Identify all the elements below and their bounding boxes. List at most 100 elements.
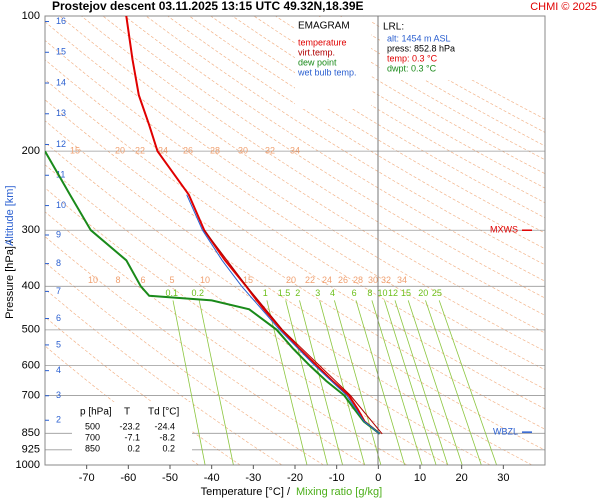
altitude-tick-label: 4 — [56, 365, 61, 375]
dry-adiabat — [45, 345, 199, 465]
x-axis-title: Temperature [°C] / — [201, 486, 291, 498]
mixing-ratio-label: 8 — [367, 288, 372, 298]
mixing-ratio-label: 3 — [315, 288, 320, 298]
profile-line — [203, 229, 383, 435]
legend-box — [295, 17, 371, 109]
dry-adiabat — [45, 59, 545, 390]
mixing-ratio-label: 10 — [377, 288, 387, 298]
mixing-ratio-label: 12 — [388, 288, 398, 298]
mixing-ratio-label: 4 — [330, 288, 335, 298]
table-cell: -23.2 — [119, 421, 140, 431]
x2-axis-title: Mixing ratio [g/kg] — [296, 486, 382, 498]
altitude-tick-label: 14 — [56, 77, 66, 87]
mixing-ratio-line — [198, 300, 234, 465]
mixing-ratio-line — [299, 300, 343, 465]
y-tick-label: 1000 — [16, 459, 40, 471]
adiabat-label: 28 — [210, 146, 220, 156]
adiabat-label: 32 — [381, 275, 391, 285]
marker-label: MXWS — [490, 225, 518, 235]
altitude-tick-label: 11 — [56, 170, 65, 180]
y-tick-label: 500 — [22, 324, 40, 336]
lrl-line: temp: 0.3 °C — [387, 53, 438, 63]
lrl-box — [380, 18, 476, 80]
profile-line — [125, 16, 381, 435]
mixing-ratio-line — [355, 300, 405, 465]
table-cell: 850 — [85, 443, 100, 453]
mixing-ratio-label: 25 — [432, 288, 442, 298]
table-cell: 700 — [85, 432, 100, 442]
altitude-tick-label: 6 — [56, 313, 61, 323]
adiabat-label: 24 — [322, 275, 332, 285]
dry-adiabat — [45, 187, 449, 465]
altitude-tick-label: 12 — [56, 139, 66, 149]
adiabat-label: 20 — [286, 275, 296, 285]
x-tick-label: -20 — [287, 472, 303, 484]
mixing-ratio-label: 1 — [263, 288, 268, 298]
adiabat-label: 30 — [238, 146, 248, 156]
altitude-tick-label: 13 — [56, 108, 66, 118]
y-tick-label: 700 — [22, 389, 40, 401]
mixing-ratio-label: 2 — [295, 288, 300, 298]
mixing-ratio-line — [172, 300, 206, 465]
table-header: Td [°C] — [148, 407, 179, 418]
altitude-tick-label: 9 — [56, 229, 61, 239]
table-cell: 500 — [85, 421, 100, 431]
table-cell: 0.2 — [162, 443, 175, 453]
dry-adiabat — [59, 16, 545, 334]
y-tick-label: 925 — [22, 444, 40, 456]
legend-title: EMAGRAM — [298, 21, 350, 32]
y-tick-label: 850 — [22, 427, 40, 439]
table-cell: -7.1 — [124, 432, 140, 442]
lrl-line: alt: 1454 m ASL — [387, 33, 451, 43]
altitude-tick-label: 7 — [56, 286, 61, 296]
mixing-ratio-line — [371, 300, 423, 465]
x-tick-label: 30 — [497, 472, 509, 484]
lrl-title: LRL: — [383, 22, 404, 33]
dry-adiabat — [124, 16, 545, 282]
marker-label: WBZL — [493, 427, 518, 437]
mixing-ratio-line — [394, 300, 449, 465]
legend-entry: wet bulb temp. — [297, 67, 357, 77]
table-box — [72, 402, 192, 460]
mixing-ratio-line — [425, 300, 482, 465]
adiabat-label: 22 — [135, 146, 145, 156]
x-tick-label: -60 — [120, 472, 136, 484]
mixing-ratio-line — [319, 300, 365, 465]
credit: CHMI © 2025 — [530, 1, 597, 13]
profile-line — [186, 194, 381, 435]
mixing-ratio-label: 15 — [401, 288, 411, 298]
adiabat-label: 30 — [368, 275, 378, 285]
x-tick-label: -70 — [79, 472, 95, 484]
y-tick-label: 200 — [22, 145, 40, 157]
mixing-ratio-label: 6 — [352, 288, 357, 298]
adiabat-label: 8 — [115, 275, 120, 285]
y-tick-label: 300 — [22, 224, 40, 236]
lrl-line: press: 852.8 hPa — [387, 43, 455, 53]
table-header: T — [124, 407, 130, 418]
adiabat-label: 5 — [169, 275, 174, 285]
mixing-ratio-line — [384, 300, 437, 465]
table-cell: -8.2 — [159, 432, 175, 442]
mixing-ratio-label: 0.1 — [165, 288, 178, 298]
adiabat-label: 6 — [140, 275, 145, 285]
legend-entry: temperature — [298, 37, 347, 47]
y-tick-label: 100 — [22, 10, 40, 22]
table-header: p [hPa] — [80, 407, 112, 418]
adiabat-label: 20 — [115, 146, 125, 156]
mixing-ratio-line — [438, 300, 497, 465]
y-axis-title: Pressure [hPa] / — [4, 239, 16, 319]
altitude-tick-label: 15 — [56, 47, 66, 57]
table-cell: 0.2 — [127, 443, 140, 453]
legend-entry: virt.temp. — [298, 47, 335, 57]
adiabat-label: 24 — [158, 146, 168, 156]
altitude-tick-label: 10 — [56, 200, 66, 210]
mixing-ratio-label: 1.5 — [278, 288, 291, 298]
dry-adiabat — [45, 78, 545, 410]
mixing-ratio-line — [285, 300, 328, 465]
dry-adiabat — [45, 39, 545, 371]
profile-line — [45, 150, 381, 435]
y-tick-label: 400 — [22, 280, 40, 292]
adiabat-label: 34 — [397, 275, 407, 285]
